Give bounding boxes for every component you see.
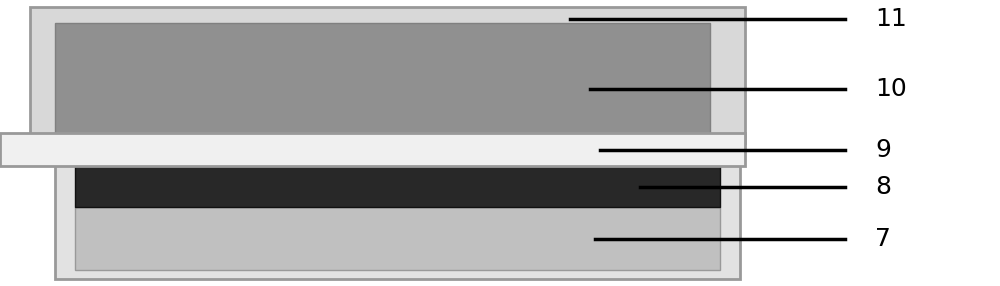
Text: 11: 11 bbox=[875, 7, 907, 31]
Text: 7: 7 bbox=[875, 227, 891, 251]
Bar bbox=[75, 207, 720, 270]
Bar bbox=[75, 166, 720, 207]
Bar bbox=[55, 144, 740, 279]
Bar bbox=[55, 23, 710, 136]
Text: 9: 9 bbox=[875, 138, 891, 162]
Text: 8: 8 bbox=[875, 175, 891, 199]
Bar bbox=[30, 7, 745, 143]
Text: 10: 10 bbox=[875, 77, 907, 101]
Bar bbox=[0, 133, 745, 166]
